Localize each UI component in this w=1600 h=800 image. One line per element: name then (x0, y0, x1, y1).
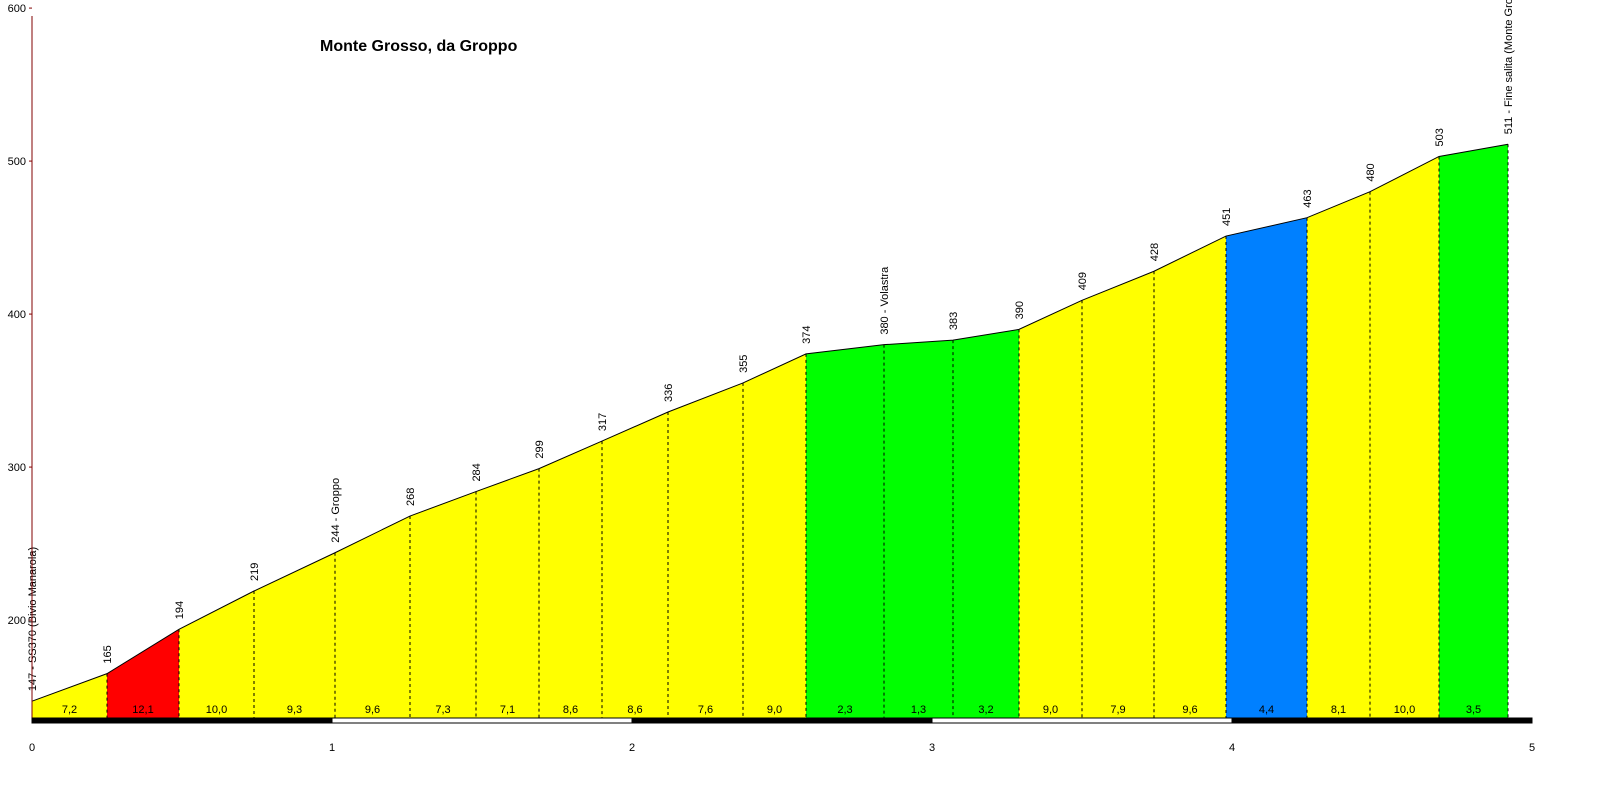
segment-fill (602, 412, 668, 718)
altitude-label: 219 (249, 563, 261, 581)
gradient-label: 8,6 (627, 704, 642, 716)
segment-fill (539, 441, 602, 718)
segment-fill (32, 673, 107, 718)
gradient-label: 10,0 (1394, 704, 1415, 716)
altitude-label: 317 (597, 413, 609, 431)
km-band (631, 717, 933, 724)
x-tick-label: 5 (1529, 742, 1535, 754)
altitude-label: 194 (174, 601, 186, 619)
altitude-label: 380 - Volastra (879, 266, 891, 335)
gradient-label: 7,1 (500, 704, 515, 716)
gradient-label: 9,6 (1182, 704, 1197, 716)
x-tick-label: 3 (929, 742, 935, 754)
segment-fill (107, 629, 179, 718)
x-tick-label: 4 (1229, 742, 1235, 754)
x-tick-label: 1 (329, 742, 335, 754)
segment-fill (953, 329, 1019, 718)
altitude-label: 511 - Fine salita (Monte Grosso) (1503, 0, 1515, 134)
gradient-label: 1,3 (911, 704, 926, 716)
segment-fill (335, 516, 410, 718)
km-band (931, 717, 1233, 724)
gradient-label: 3,5 (1466, 704, 1481, 716)
altitude-label: 165 (102, 645, 114, 663)
altitude-label: 284 (471, 463, 483, 481)
gradient-label: 8,1 (1331, 704, 1346, 716)
gradient-label: 2,3 (837, 704, 852, 716)
y-tick-label: 600 (8, 3, 26, 15)
segment-dividers (106, 144, 1509, 718)
segment-fill (1154, 236, 1226, 719)
altitude-label: 383 (948, 312, 960, 330)
gradient-label: 12,1 (132, 704, 153, 716)
segment-fill (884, 340, 953, 718)
segment-fill (254, 552, 335, 718)
altitude-label: 355 (738, 355, 750, 373)
altitude-label: 409 (1077, 272, 1089, 290)
altitude-label: 336 (663, 384, 675, 402)
altitude-label: 428 (1149, 243, 1161, 261)
altitude-label: 390 (1014, 301, 1026, 319)
gradient-label: 4,4 (1259, 704, 1274, 716)
altitude-label: 451 (1221, 208, 1233, 226)
gradient-label: 3,2 (978, 704, 993, 716)
profile-outline (31, 143, 1509, 702)
altitude-label: 480 (1365, 163, 1377, 181)
segment-fill (668, 382, 743, 718)
axes: 200 300 400 500 600 (8, 3, 33, 718)
gradient-label: 7,9 (1110, 704, 1125, 716)
altitude-label: 244 - Groppo (330, 478, 342, 543)
gradient-label: 7,6 (698, 704, 713, 716)
segment-fill (410, 491, 476, 718)
y-tick-label: 200 (8, 615, 26, 627)
segment-fill (1370, 156, 1439, 719)
km-bar: 0 1 2 3 4 5 (29, 717, 1535, 754)
gradient-label: 7,2 (62, 704, 77, 716)
altitude-label: 147 - SS370 (Bivio Manarola) (27, 547, 39, 691)
segment-fill (806, 344, 884, 718)
profile-line (31, 143, 1509, 702)
segment-fills (32, 144, 1508, 719)
segment-fill (179, 591, 254, 718)
km-band (1231, 717, 1533, 724)
km-band (331, 717, 633, 724)
segment-fill (1307, 191, 1370, 718)
segment-fill (1226, 217, 1307, 718)
x-tick-label: 0 (29, 742, 35, 754)
km-band (31, 717, 333, 724)
gradient-label: 7,3 (435, 704, 450, 716)
segment-fill (476, 468, 539, 718)
y-tick-label: 300 (8, 462, 26, 474)
gradient-label: 8,6 (563, 704, 578, 716)
altitude-label: 299 (534, 440, 546, 458)
gradient-labels: 7,2 12,1 10,0 9,3 9,6 7,3 7,1 8,6 8,6 7,6 9,0 2,3 1,… (62, 704, 1481, 716)
altitude-labels: 147 - SS370 (Bivio Manarola) 165 194 219 244… (27, 0, 1515, 691)
y-tick-label: 500 (8, 156, 26, 168)
gradient-label: 9,0 (1043, 704, 1058, 716)
altitude-label: 268 (405, 488, 417, 506)
altitude-label: 463 (1302, 189, 1314, 207)
gradient-label: 9,3 (287, 704, 302, 716)
gradient-label: 9,0 (767, 704, 782, 716)
segment-fill (743, 353, 806, 718)
segment-fill (1082, 271, 1154, 718)
altitude-label: 374 (801, 326, 813, 344)
x-tick-label: 2 (629, 742, 635, 754)
gradient-label: 10,0 (206, 704, 227, 716)
altitude-label: 503 (1434, 128, 1446, 146)
y-tick-label: 400 (8, 309, 26, 321)
segment-fill (1019, 300, 1082, 718)
gradient-label: 9,6 (365, 704, 380, 716)
segment-fill (1439, 144, 1508, 718)
chart-title: Monte Grosso, da Groppo (320, 38, 518, 55)
